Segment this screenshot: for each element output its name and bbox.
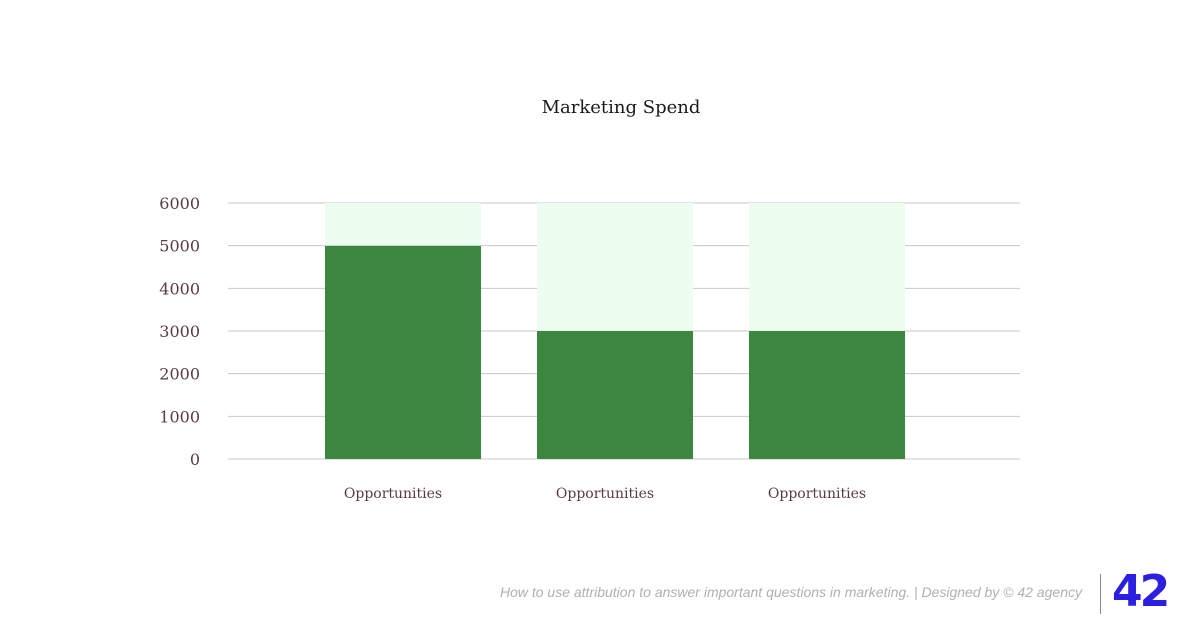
x-tick-label: Opportunities (344, 486, 442, 502)
y-tick-label: 6000 (159, 194, 200, 213)
y-axis-ticks: 0 1000 2000 3000 4000 5000 6000 (159, 194, 200, 469)
footer-caption: How to use attribution to answer importa… (499, 584, 1082, 600)
bar-value (325, 245, 481, 459)
bar-chart: Marketing Spend 0 1000 2000 3000 4000 5000 600… (159, 97, 1020, 502)
bars (325, 203, 905, 459)
y-tick-label: 4000 (159, 279, 200, 298)
x-tick-label: Opportunities (768, 486, 866, 502)
x-axis-labels: Opportunities Opportunities Opportunities (344, 486, 866, 502)
bar-remainder (749, 203, 905, 331)
bar-value (537, 331, 693, 459)
y-tick-label: 3000 (159, 322, 200, 341)
y-tick-label: 2000 (159, 365, 200, 384)
y-tick-label: 1000 (159, 407, 200, 426)
x-tick-label: Opportunities (556, 486, 654, 502)
y-tick-label: 0 (190, 450, 200, 469)
footer-divider (1100, 574, 1101, 614)
bar-value (749, 331, 905, 459)
bar-remainder (325, 203, 481, 246)
y-tick-label: 5000 (159, 237, 200, 256)
chart-title: Marketing Spend (542, 97, 701, 118)
agency-logo: 42 (1112, 566, 1170, 617)
bar-remainder (537, 203, 693, 331)
